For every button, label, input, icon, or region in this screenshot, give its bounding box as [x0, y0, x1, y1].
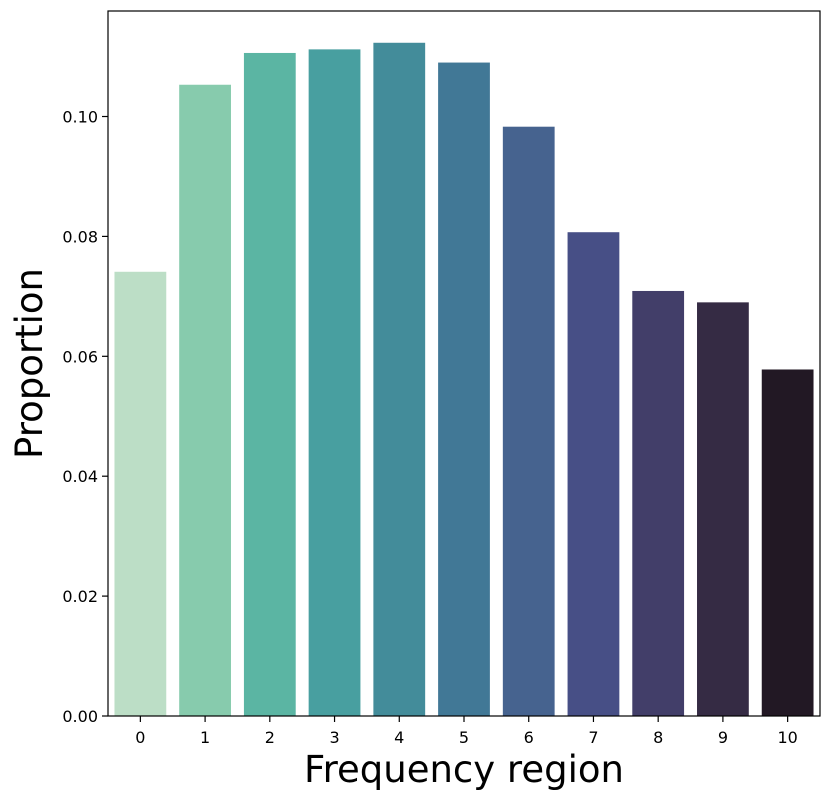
bar-1 [179, 84, 231, 717]
bar-10 [761, 369, 814, 716]
bar-7 [567, 232, 620, 716]
x-tick-label: 3 [329, 728, 339, 747]
y-tick-label: 0.08 [62, 227, 98, 246]
bar-9 [697, 302, 749, 716]
x-tick-label: 4 [394, 728, 404, 747]
bar-8 [632, 290, 685, 716]
bars-group [114, 42, 814, 717]
x-tick-label: 7 [588, 728, 598, 747]
x-tick-label: 0 [135, 728, 145, 747]
x-tick-label: 1 [200, 728, 210, 747]
bar-2 [243, 52, 296, 716]
y-tick-label: 0.04 [62, 467, 98, 486]
x-tick-label: 5 [459, 728, 469, 747]
bar-0 [114, 271, 167, 716]
x-tick-label: 10 [777, 728, 797, 747]
y-tick-label: 0.06 [62, 347, 98, 366]
y-tick-label: 0.02 [62, 587, 98, 606]
x-tick-label: 9 [718, 728, 728, 747]
x-tick-label: 2 [265, 728, 275, 747]
bar-5 [438, 62, 490, 717]
y-tick-label: 0.10 [62, 108, 98, 127]
x-tick-label: 6 [524, 728, 534, 747]
x-axis-ticks: 0 1 2 3 4 5 6 7 8 9 10 [135, 716, 798, 747]
y-axis-title: Proportion [8, 268, 51, 459]
x-axis-title: Frequency region [304, 748, 624, 791]
y-axis-ticks: 0.00 0.02 0.04 0.06 0.08 0.10 [62, 108, 108, 726]
bar-3 [308, 49, 361, 717]
x-tick-label: 8 [653, 728, 663, 747]
plot-frame [107, 10, 821, 717]
bar-6 [502, 126, 555, 716]
y-tick-label: 0.00 [62, 707, 98, 726]
bar-4 [373, 42, 426, 716]
